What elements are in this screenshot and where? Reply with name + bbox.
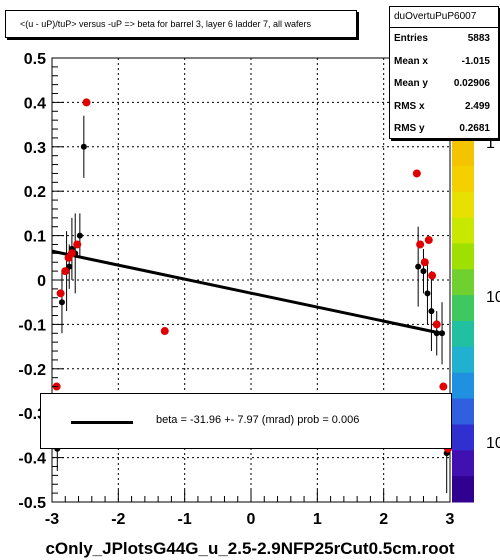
file-name-footer: cOnly_JPlotsG44G_u_2.5-2.9NFP25rCut0.5cm… (45, 539, 455, 558)
palette-band (452, 140, 474, 167)
stats-row-entries: Entries 5883 (390, 28, 498, 51)
x-tick-label: -1 (178, 511, 192, 528)
palette-band (452, 295, 474, 322)
x-tick-label: 3 (446, 511, 455, 528)
palette-band (452, 476, 474, 503)
palette-band (452, 398, 474, 425)
profile-point-red (160, 327, 169, 336)
palette-band (452, 346, 474, 374)
palette-band (452, 450, 474, 477)
x-tick-label: 0 (247, 511, 256, 528)
profile-point-red (56, 289, 65, 298)
x-tick-label: 2 (379, 511, 388, 528)
palette-band (452, 424, 474, 451)
stats-label: RMS x (394, 100, 425, 112)
palette-label: 10 (486, 435, 500, 452)
stats-value: 0.2681 (459, 123, 490, 135)
profile-point-black (420, 268, 427, 275)
palette-band (452, 321, 474, 348)
profile-point-black (80, 143, 87, 150)
profile-point-red (439, 382, 448, 391)
stats-value: 2.499 (464, 100, 490, 112)
palette-band (452, 243, 474, 270)
y-tick-label: -0.5 (18, 495, 46, 512)
stats-value: 5883 (467, 33, 490, 44)
profile-point-red (82, 98, 91, 107)
stats-label: Mean x (394, 55, 428, 67)
stats-name: duOvertuPuP6007 (390, 7, 498, 28)
y-tick-label: 0.1 (24, 229, 46, 246)
palette-band (452, 372, 474, 400)
stats-value: -1.015 (461, 55, 490, 67)
palette-band (452, 217, 474, 244)
profile-point-red (67, 249, 76, 258)
stats-row-mean-y: Mean y 0.02906 (390, 73, 498, 96)
profile-point-black (433, 330, 440, 337)
profile-point-red (73, 240, 82, 249)
stats-label: Mean y (394, 78, 428, 90)
palette-band (452, 191, 474, 219)
y-tick-label: 0.4 (24, 95, 46, 112)
profile-point-black (428, 308, 435, 315)
stats-box: duOvertuPuP6007 Entries 5883 Mean x -1.0… (389, 6, 499, 139)
palette-band (452, 269, 474, 296)
palette-band (452, 165, 474, 193)
profile-point-red (428, 271, 437, 280)
fit-result-text: beta = -31.96 +- 7.97 (mrad) prob = 0.00… (156, 414, 360, 426)
y-tick-label: 0.2 (24, 184, 46, 201)
profile-point-red (432, 320, 441, 329)
stats-row-rms-x: RMS x 2.499 (390, 96, 498, 119)
profile-point-black (58, 299, 65, 306)
y-tick-label: 0.3 (24, 140, 46, 157)
x-tick-label: -2 (111, 511, 125, 528)
y-tick-label: 0 (37, 273, 46, 290)
stats-label: Entries (394, 33, 428, 44)
y-tick-label: -0.3 (18, 406, 46, 423)
fit-line (51, 249, 444, 336)
x-tick-label: -3 (45, 511, 59, 528)
profile-point-red (416, 240, 425, 249)
profile-point-red (420, 258, 429, 267)
x-tick-label: 1 (313, 511, 322, 528)
y-tick-label: -0.4 (18, 451, 46, 468)
profile-point-black (439, 330, 446, 337)
palette-label: 10 (486, 289, 500, 306)
profile-point-black (76, 232, 83, 239)
profile-point-red (61, 267, 70, 276)
profile-point-black (424, 290, 431, 297)
y-tick-label: 0.5 (24, 51, 46, 68)
fit-legend-line (71, 421, 133, 424)
plot-title: <(u - uP)/tuP> versus -uP => beta for ba… (5, 10, 357, 38)
stats-row-rms-y: RMS y 0.2681 (390, 118, 498, 141)
profile-point-red (424, 236, 433, 245)
stats-value: 0.02906 (453, 78, 490, 90)
profile-point-black (415, 263, 422, 270)
fit-legend: beta = -31.96 +- 7.97 (mrad) prob = 0.00… (40, 393, 452, 449)
profile-point-red (412, 169, 421, 178)
palette-label: 1 (486, 135, 495, 152)
y-tick-label: -0.2 (18, 362, 46, 379)
y-tick-label: -0.1 (18, 317, 46, 334)
stats-label: RMS y (394, 123, 425, 135)
stats-row-mean-x: Mean x -1.015 (390, 51, 498, 74)
